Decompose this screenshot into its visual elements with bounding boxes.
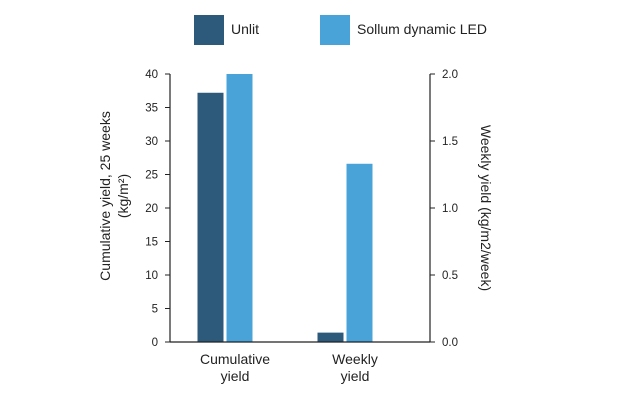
x-category-label: Weekly [332, 351, 378, 367]
legend-swatch-sollum-dynamic-led [320, 15, 350, 45]
y-left-tick-label: 10 [145, 270, 158, 282]
y-right-tick-label: 2.0 [442, 69, 458, 81]
legend-label-sollum-dynamic-led: Sollum dynamic LED [357, 21, 487, 37]
y-axis-left-title: Cumulative yield, 25 weeks (kg/m²) [97, 111, 131, 281]
bar-sollum-dynamic-led-cumulative-yield [226, 74, 253, 342]
y-right-tick-label: 1.0 [442, 203, 458, 215]
legend-label-unlit: Unlit [231, 21, 259, 37]
bar-unlit-cumulative-yield [197, 92, 224, 342]
legend-swatch-unlit [194, 15, 224, 45]
y-left-tick-label: 40 [145, 69, 158, 81]
bar-unlit-weekly-yield [317, 332, 344, 342]
y-left-tick-label: 0 [152, 337, 158, 349]
y-axis-left-title-line-2: (kg/m²) [115, 174, 131, 218]
y-left-tick-label: 25 [145, 170, 158, 182]
y-left-tick-label: 15 [145, 237, 158, 249]
legend: Unlit Sollum dynamic LED [194, 15, 487, 45]
y-left-tick-label: 20 [145, 203, 158, 215]
bar-sollum-dynamic-led-weekly-yield [346, 163, 373, 342]
x-category-label: Cumulative [200, 351, 270, 367]
y-axis-left-ticks: 0 5 10 15 20 25 30 35 40 [145, 69, 170, 349]
y-axis-right-ticks: 0.0 0.5 1.0 1.5 2.0 [430, 69, 458, 349]
y-left-tick-label: 5 [152, 304, 158, 316]
bars [197, 74, 373, 342]
y-left-tick-label: 35 [145, 103, 158, 115]
y-right-tick-label: 0.0 [442, 337, 458, 349]
y-right-tick-label: 0.5 [442, 270, 458, 282]
y-axis-left-title-line-1: Cumulative yield, 25 weeks [97, 111, 113, 281]
y-left-tick-label: 30 [145, 136, 158, 148]
y-right-tick-label: 1.5 [442, 136, 458, 148]
y-axis-right-title: Weekly yield (kg/m2/week) [478, 125, 494, 291]
x-category-label: yield [221, 368, 250, 384]
x-category-label: yield [341, 368, 370, 384]
